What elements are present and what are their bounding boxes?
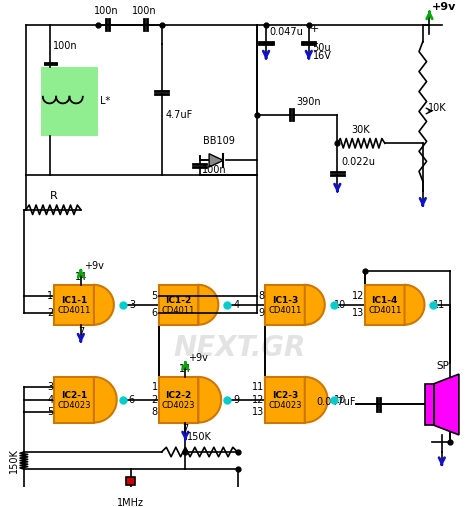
Text: 4: 4 [47, 395, 53, 405]
Text: 0.047u: 0.047u [269, 27, 303, 37]
Text: 1: 1 [47, 291, 53, 301]
Text: 12: 12 [352, 291, 364, 301]
Polygon shape [209, 154, 223, 167]
Polygon shape [94, 285, 114, 324]
Text: 3: 3 [47, 382, 53, 392]
Polygon shape [305, 377, 328, 422]
Text: 1: 1 [152, 382, 158, 392]
Text: 6: 6 [152, 308, 158, 318]
Text: CD4011: CD4011 [268, 306, 301, 315]
Polygon shape [54, 285, 94, 324]
Text: 5: 5 [47, 407, 53, 417]
Polygon shape [54, 377, 94, 422]
Text: 12: 12 [252, 395, 264, 405]
Text: 4.7uF: 4.7uF [165, 110, 192, 120]
Text: 13: 13 [352, 308, 364, 318]
Text: 10: 10 [334, 300, 346, 310]
FancyBboxPatch shape [126, 477, 136, 485]
Text: 7: 7 [78, 327, 84, 337]
Text: +9v: +9v [188, 353, 208, 363]
Text: 0.022u: 0.022u [341, 157, 375, 167]
Polygon shape [159, 377, 199, 422]
Text: 4: 4 [233, 300, 239, 310]
Polygon shape [199, 377, 221, 422]
Text: 150K: 150K [9, 448, 19, 473]
Text: IC1-2: IC1-2 [165, 296, 191, 305]
Text: 8: 8 [258, 291, 264, 301]
Polygon shape [265, 285, 305, 324]
Text: 100n: 100n [202, 165, 227, 175]
Text: 6: 6 [129, 395, 135, 405]
Text: 9: 9 [258, 308, 264, 318]
Polygon shape [404, 285, 425, 324]
FancyBboxPatch shape [41, 67, 98, 136]
Polygon shape [199, 285, 219, 324]
Text: 100n: 100n [132, 6, 157, 16]
Text: 390n: 390n [297, 97, 321, 107]
Text: 150K: 150K [187, 432, 212, 443]
Text: SP: SP [436, 361, 449, 371]
Text: CD4023: CD4023 [268, 401, 302, 410]
Text: 11: 11 [252, 382, 264, 392]
Polygon shape [265, 377, 305, 422]
Text: L*: L* [100, 96, 110, 106]
Polygon shape [365, 285, 404, 324]
Text: CD4011: CD4011 [368, 306, 401, 315]
Text: 13: 13 [252, 407, 264, 417]
Text: 3: 3 [129, 300, 135, 310]
Text: CD4011: CD4011 [162, 306, 195, 315]
Text: IC2-1: IC2-1 [61, 390, 87, 400]
Text: 100n: 100n [94, 6, 119, 16]
Text: 30K: 30K [352, 125, 370, 135]
Text: NEXT.GR: NEXT.GR [173, 334, 306, 361]
Polygon shape [434, 374, 459, 435]
Text: 14: 14 [75, 272, 87, 282]
Text: 8: 8 [152, 407, 158, 417]
Text: 16V: 16V [313, 51, 331, 61]
Polygon shape [159, 285, 199, 324]
Text: 10K: 10K [428, 102, 446, 113]
Text: 2: 2 [152, 395, 158, 405]
Text: CD4011: CD4011 [57, 306, 91, 315]
Text: 9: 9 [233, 395, 239, 405]
Text: CD4023: CD4023 [162, 401, 195, 410]
Polygon shape [305, 285, 325, 324]
Polygon shape [94, 377, 117, 422]
Text: 10: 10 [334, 395, 346, 405]
Text: BB109: BB109 [203, 136, 235, 146]
Text: +: + [310, 24, 319, 34]
Text: 2: 2 [47, 308, 53, 318]
Text: IC1-4: IC1-4 [372, 296, 398, 305]
Text: CD4023: CD4023 [57, 401, 91, 410]
Text: 0.047uF: 0.047uF [317, 396, 356, 407]
Text: IC1-3: IC1-3 [272, 296, 298, 305]
Text: +9v: +9v [432, 3, 456, 12]
Text: 1MHz: 1MHz [117, 497, 144, 507]
Text: 11: 11 [433, 300, 446, 310]
Polygon shape [425, 384, 434, 425]
Text: 5: 5 [152, 291, 158, 301]
Text: IC2-2: IC2-2 [165, 390, 191, 400]
Text: 50u: 50u [313, 43, 331, 53]
Text: +9v: +9v [84, 261, 104, 271]
Text: 100n: 100n [53, 41, 78, 51]
Text: IC2-3: IC2-3 [272, 390, 298, 400]
Text: R: R [49, 191, 57, 201]
Text: IC1-1: IC1-1 [61, 296, 87, 305]
Text: 7: 7 [182, 424, 189, 434]
Text: 14: 14 [179, 364, 191, 374]
